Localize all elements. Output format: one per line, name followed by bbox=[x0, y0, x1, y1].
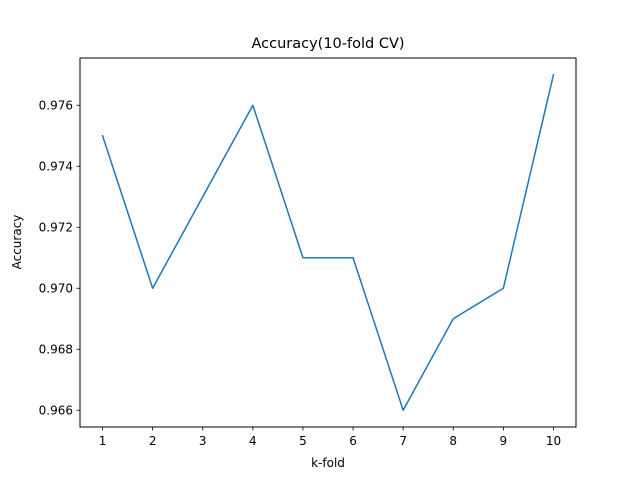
y-tick-label: 0.968 bbox=[39, 343, 73, 357]
x-axis-title: k-fold bbox=[311, 456, 345, 470]
x-tick-label: 7 bbox=[399, 434, 407, 448]
y-tick-label: 0.966 bbox=[39, 404, 73, 418]
plot-area-frame bbox=[79, 57, 577, 428]
x-tick-label: 3 bbox=[199, 434, 207, 448]
series-line-0 bbox=[101, 73, 555, 411]
x-tick-label: 10 bbox=[546, 434, 561, 448]
x-tick-label: 4 bbox=[249, 434, 257, 448]
y-axis-title: Accuracy bbox=[10, 215, 24, 270]
chart-title: Accuracy(10-fold CV) bbox=[251, 36, 404, 52]
y-tick-label: 0.976 bbox=[39, 99, 73, 113]
y-axis-ticks: 0.966 0.968 0.970 0.972 0.974 0.976 bbox=[39, 99, 80, 418]
x-tick-label: 9 bbox=[500, 434, 508, 448]
x-tick-label: 2 bbox=[149, 434, 157, 448]
y-tick-label: 0.974 bbox=[39, 160, 73, 174]
series-layer bbox=[101, 73, 555, 411]
x-tick-label: 5 bbox=[299, 434, 307, 448]
x-axis-ticks: 1 2 3 4 5 6 7 8 9 10 bbox=[99, 427, 561, 448]
y-tick-label: 0.972 bbox=[39, 221, 73, 235]
y-tick-label: 0.970 bbox=[39, 282, 73, 296]
x-tick-label: 1 bbox=[99, 434, 107, 448]
x-tick-label: 6 bbox=[349, 434, 357, 448]
x-tick-label: 8 bbox=[449, 434, 457, 448]
